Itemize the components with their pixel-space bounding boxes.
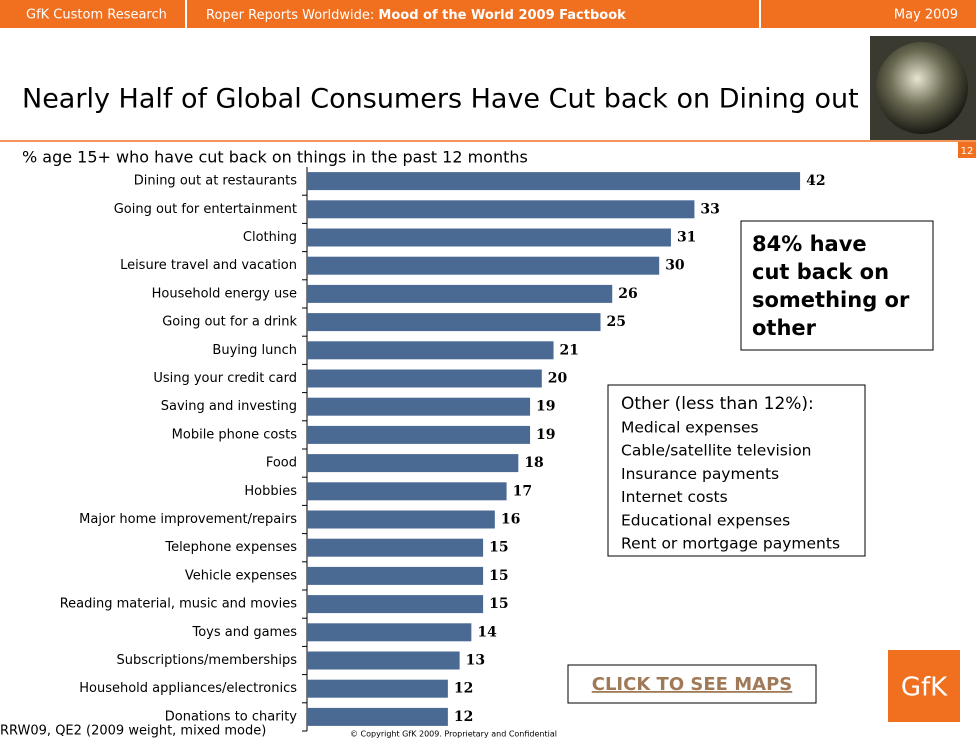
- bar: [307, 341, 554, 360]
- bar: [307, 482, 507, 501]
- value-label: 13: [466, 653, 485, 669]
- bar: [307, 425, 531, 444]
- category-label: Saving and investing: [161, 399, 297, 414]
- category-label: Telephone expenses: [164, 540, 297, 555]
- other-heading: Other (less than 12%):: [621, 394, 814, 414]
- value-label: 12: [454, 681, 473, 697]
- source-note: RRW09, QE2 (2009 weight, mixed mode): [0, 724, 266, 738]
- maps-link[interactable]: CLICK TO SEE MAPS: [592, 674, 792, 695]
- slide-title: Nearly Half of Global Consumers Have Cut…: [22, 84, 859, 115]
- header-prefix: Roper Reports Worldwide:: [206, 8, 378, 23]
- category-label: Household appliances/electronics: [79, 681, 297, 696]
- value-label: 21: [560, 342, 579, 358]
- bar: [307, 369, 542, 388]
- value-label: 15: [489, 540, 508, 556]
- value-label: 12: [454, 709, 473, 725]
- bar: [307, 679, 448, 698]
- other-item: Insurance payments: [621, 465, 779, 483]
- category-label: Reading material, music and movies: [60, 597, 298, 612]
- category-label: Buying lunch: [212, 343, 297, 358]
- bar: [307, 510, 495, 529]
- bar: [307, 566, 484, 585]
- header-bar: [0, 0, 976, 28]
- category-label: Going out for a drink: [162, 315, 297, 330]
- other-item: Educational expenses: [621, 511, 790, 529]
- category-label: Going out for entertainment: [114, 202, 297, 217]
- callout-line: something or: [752, 288, 910, 312]
- value-label: 19: [536, 427, 555, 443]
- value-label: 30: [665, 258, 685, 274]
- page-number-bg: [958, 142, 976, 158]
- callout-line: other: [752, 316, 817, 340]
- bar: [307, 200, 695, 219]
- header-left: GfK Custom Research: [26, 8, 167, 23]
- header-right: May 2009: [894, 8, 958, 23]
- category-label: Using your credit card: [153, 371, 297, 386]
- other-item: Cable/satellite television: [621, 442, 812, 460]
- bar: [307, 651, 460, 670]
- value-label: 17: [513, 483, 532, 499]
- logo: GfK: [901, 673, 948, 703]
- bar: [307, 284, 613, 303]
- copyright: © Copyright GfK 2009. Proprietary and Co…: [350, 730, 557, 738]
- globe: [876, 42, 968, 134]
- callout-box: [740, 220, 934, 351]
- bar: [307, 595, 484, 614]
- value-label: 26: [618, 286, 637, 302]
- other-item: Rent or mortgage payments: [621, 535, 840, 553]
- bar: [307, 313, 601, 332]
- value-label: 16: [501, 512, 520, 528]
- category-label: Mobile phone costs: [172, 427, 298, 442]
- category-label: Hobbies: [244, 484, 297, 499]
- link-box: [567, 664, 817, 704]
- header-middle: Roper Reports Worldwide: Mood of the Wor…: [206, 8, 626, 23]
- bar: [307, 538, 484, 557]
- bar: [307, 707, 448, 726]
- logo-bg: [888, 650, 960, 722]
- category-label: Toys and games: [191, 625, 297, 640]
- value-label: 18: [524, 455, 543, 471]
- category-label: Dining out at restaurants: [134, 174, 297, 189]
- category-label: Clothing: [243, 230, 297, 245]
- other-item: Medical expenses: [621, 419, 759, 437]
- value-label: 14: [477, 624, 497, 640]
- value-label: 15: [489, 568, 508, 584]
- header-bold: Mood of the World 2009 Factbook: [378, 8, 626, 23]
- category-label: Vehicle expenses: [185, 568, 297, 583]
- category-label: Subscriptions/memberships: [117, 653, 298, 668]
- other-box: [607, 384, 866, 557]
- chart-subtitle: % age 15+ who have cut back on things in…: [22, 148, 528, 167]
- value-label: 33: [700, 201, 719, 217]
- category-label: Major home improvement/repairs: [79, 512, 297, 527]
- value-label: 19: [536, 399, 555, 415]
- value-label: 20: [548, 371, 568, 387]
- callout-line: 84% have: [752, 232, 867, 256]
- value-label: 15: [489, 596, 508, 612]
- category-label: Household energy use: [152, 286, 297, 301]
- bar: [307, 623, 472, 642]
- bar: [307, 256, 660, 275]
- other-item: Internet costs: [621, 488, 728, 506]
- category-label: Donations to charity: [165, 709, 298, 724]
- page-number: 12: [961, 146, 974, 157]
- bar: [307, 228, 671, 247]
- category-label: Food: [266, 456, 297, 471]
- value-label: 25: [607, 314, 626, 330]
- value-label: 42: [806, 173, 825, 189]
- bar: [307, 454, 519, 473]
- bar: [307, 397, 531, 416]
- value-label: 31: [677, 230, 696, 246]
- callout-line: cut back on: [752, 260, 889, 284]
- category-label: Leisure travel and vacation: [120, 258, 297, 273]
- bar: [307, 172, 801, 191]
